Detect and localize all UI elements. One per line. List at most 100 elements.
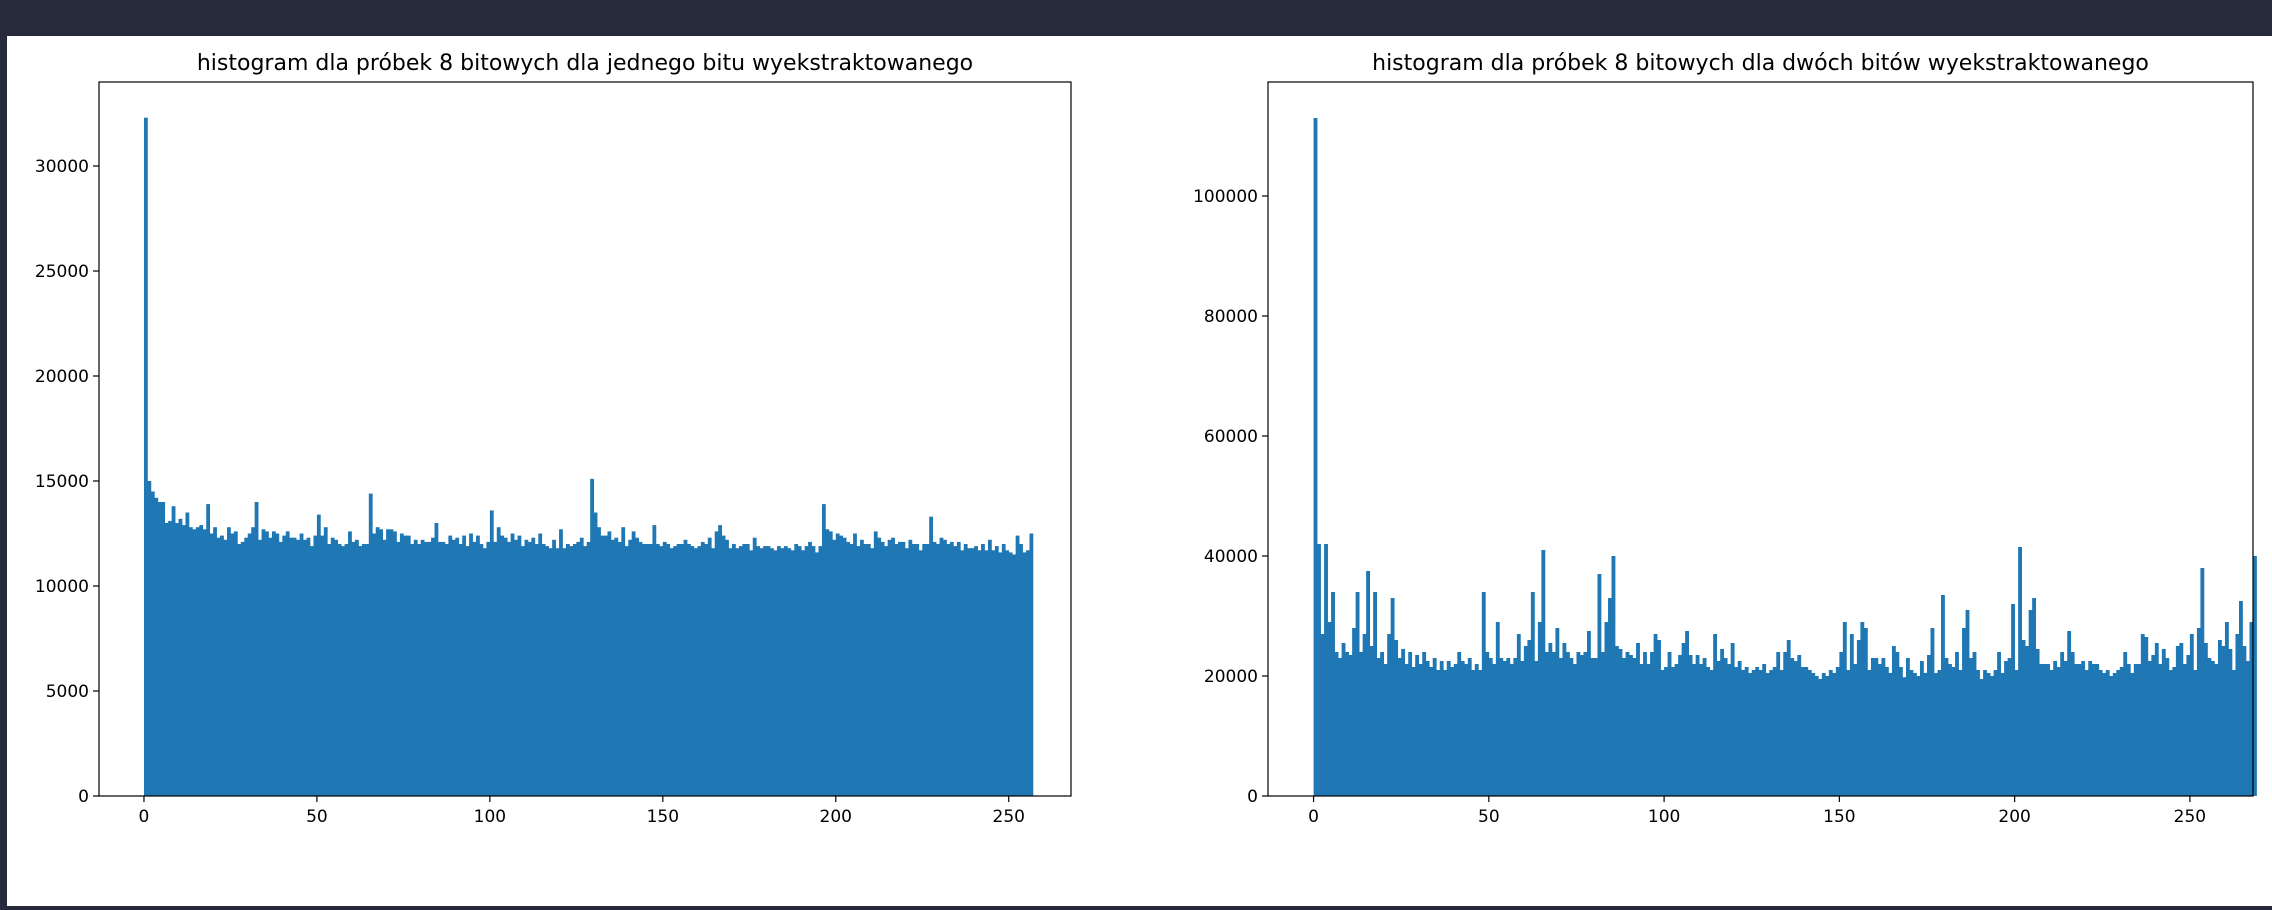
histogram-bar bbox=[943, 539, 947, 796]
histogram-bar bbox=[372, 533, 377, 796]
histogram-bar bbox=[655, 544, 660, 796]
histogram-bar bbox=[860, 539, 864, 796]
chart-1: histogram dla próbek 8 bitowych dla jedn… bbox=[35, 51, 1072, 827]
histogram-bar bbox=[247, 533, 252, 796]
histogram-bar bbox=[1436, 670, 1441, 796]
histogram-bar bbox=[2228, 649, 2233, 796]
histogram-bar bbox=[1867, 670, 1872, 796]
histogram-bar bbox=[552, 539, 556, 796]
histogram-bar bbox=[1814, 676, 1819, 796]
histogram-bar bbox=[1905, 658, 1910, 796]
histogram-bar bbox=[790, 550, 795, 796]
histogram-bar bbox=[1601, 652, 1605, 796]
histogram-bar bbox=[254, 502, 259, 796]
histogram-bar bbox=[759, 548, 764, 796]
histogram-bar bbox=[296, 539, 300, 796]
histogram-bar bbox=[1804, 667, 1809, 796]
histogram-bar bbox=[863, 544, 868, 796]
x-tick-label: 250 bbox=[2174, 807, 2206, 827]
histogram-bar bbox=[1338, 658, 1342, 796]
histogram-bar bbox=[732, 544, 736, 796]
histogram-bar bbox=[1891, 646, 1896, 796]
histogram-bar bbox=[323, 527, 328, 796]
histogram-bar bbox=[828, 531, 833, 796]
y-tick-label: 20000 bbox=[1204, 667, 1258, 687]
histogram-bar bbox=[1811, 673, 1816, 796]
histogram-bar bbox=[981, 544, 985, 796]
histogram-bar bbox=[1895, 652, 1900, 796]
histogram-bar bbox=[1990, 676, 1994, 796]
histogram-bar bbox=[2130, 673, 2135, 796]
histogram-bar bbox=[1828, 670, 1833, 796]
histogram-bar bbox=[2151, 655, 2156, 796]
histogram-bar bbox=[711, 548, 716, 796]
histogram-bar bbox=[1320, 634, 1325, 796]
x-tick-label: 0 bbox=[139, 807, 150, 827]
histogram-bar bbox=[721, 535, 726, 796]
histogram-bar bbox=[2207, 658, 2212, 796]
chart-2: histogram dla próbek 8 bitowych dla dwóc… bbox=[1193, 51, 2257, 827]
histogram-bar bbox=[2137, 664, 2142, 796]
histogram-bar bbox=[987, 539, 992, 796]
histogram-bar bbox=[1604, 622, 1609, 796]
y-tick-label: 15000 bbox=[35, 472, 89, 492]
histogram-bar bbox=[2011, 604, 2015, 796]
histogram-bar bbox=[2238, 601, 2243, 796]
histogram-bar bbox=[1562, 643, 1567, 796]
histogram-bar bbox=[1429, 667, 1434, 796]
histogram-bar bbox=[1716, 661, 1721, 796]
histogram-bar bbox=[673, 546, 678, 796]
histogram-bar bbox=[1706, 667, 1711, 796]
histogram-bar bbox=[458, 544, 463, 796]
histogram-bar bbox=[2126, 664, 2131, 796]
histogram-bar bbox=[548, 548, 553, 796]
histogram-bar bbox=[2203, 643, 2208, 796]
histogram-bar bbox=[261, 529, 266, 796]
histogram-bar bbox=[659, 546, 664, 796]
histogram-bar bbox=[1366, 571, 1371, 796]
histogram-bar bbox=[154, 497, 159, 796]
histogram-bar bbox=[2242, 646, 2247, 796]
axes-frame bbox=[98, 81, 1072, 797]
histogram-bar bbox=[1005, 550, 1010, 796]
histogram-bar bbox=[2084, 670, 2089, 796]
histogram-bar bbox=[2249, 622, 2254, 796]
histogram-bar bbox=[1625, 652, 1630, 796]
histogram-bar bbox=[687, 544, 691, 796]
histogram-bar bbox=[545, 546, 550, 796]
histogram-bar bbox=[1394, 640, 1399, 796]
histogram-bar bbox=[1790, 658, 1795, 796]
histogram-bar bbox=[493, 541, 498, 796]
histogram-bar bbox=[766, 546, 771, 796]
histogram-bar bbox=[1853, 664, 1858, 796]
histogram-bar bbox=[1485, 652, 1490, 796]
histogram-bar bbox=[1334, 652, 1339, 796]
histogram-bar bbox=[382, 539, 387, 796]
histogram-bar bbox=[1783, 652, 1788, 796]
histogram-bar bbox=[171, 506, 176, 796]
histogram-bar bbox=[1643, 652, 1647, 796]
histogram-bar bbox=[199, 525, 204, 796]
histogram-bar bbox=[849, 544, 854, 796]
histogram-bar bbox=[2245, 661, 2250, 796]
histogram-bar bbox=[354, 539, 359, 796]
histogram-bar bbox=[825, 529, 830, 796]
histogram-bar bbox=[565, 544, 570, 796]
histogram-bar bbox=[195, 527, 200, 796]
histogram-bar bbox=[662, 541, 667, 796]
histogram-bar bbox=[157, 502, 162, 796]
histogram-bar bbox=[1769, 670, 1774, 796]
histogram-bar bbox=[915, 544, 920, 796]
histogram-bar bbox=[2035, 649, 2040, 796]
histogram-bar bbox=[1523, 646, 1528, 796]
histogram-bar bbox=[1548, 643, 1553, 796]
histogram-bar bbox=[1965, 610, 1970, 796]
histogram-bar bbox=[690, 546, 695, 796]
histogram-bar bbox=[787, 548, 792, 796]
histogram-bar bbox=[901, 541, 906, 796]
histogram-bar bbox=[1730, 643, 1735, 796]
histogram-bar bbox=[1737, 661, 1742, 796]
histogram-bar bbox=[240, 541, 245, 796]
histogram-bar bbox=[707, 537, 712, 796]
histogram-bar bbox=[1376, 658, 1381, 796]
